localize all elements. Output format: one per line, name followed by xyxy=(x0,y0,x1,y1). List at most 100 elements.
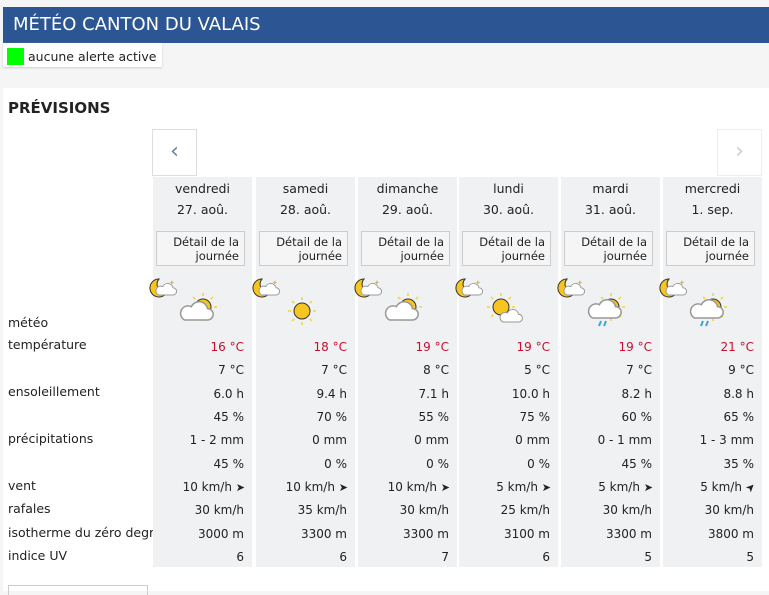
day-detail-button[interactable]: Détail de la journée xyxy=(666,231,755,266)
gusts: 30 km/h xyxy=(399,503,449,517)
uv-index: 5 xyxy=(746,550,754,564)
day-name: dimanche xyxy=(376,181,439,196)
day-detail-button[interactable]: Détail de la journée xyxy=(361,231,450,266)
day-detail-button[interactable]: Détail de la journée xyxy=(156,231,245,266)
day-detail-button[interactable]: Détail de la journée xyxy=(259,231,348,266)
day-name: mardi xyxy=(592,181,629,196)
chevron-right-icon: › xyxy=(735,139,744,164)
temp-min: 7 °C xyxy=(321,363,347,377)
moon-cloud-icon: ✦ xyxy=(455,278,484,298)
wind-speed: 10 km/h xyxy=(285,480,335,494)
label-wind: vent xyxy=(8,478,36,493)
temp-min: 7 °C xyxy=(626,363,652,377)
alert-status[interactable]: aucune alerte active xyxy=(3,43,162,67)
page-header: MÉTÉO CANTON DU VALAIS xyxy=(3,7,769,43)
day-date: 27. aoû. xyxy=(176,202,229,217)
zero-degree-isotherm: 3000 m xyxy=(197,527,244,541)
zero-degree-isotherm: 3300 m xyxy=(402,527,449,541)
precip-amount: 0 mm xyxy=(312,433,347,447)
wind-speed: 10 km/h xyxy=(387,480,437,494)
cloud-sun-icon xyxy=(179,293,217,321)
day-column: mercredi 1. sep. Détail de la journée ✦ … xyxy=(659,177,762,567)
label-temperature: température xyxy=(8,337,87,352)
zero-degree-isotherm: 3300 m xyxy=(300,527,347,541)
label-precip: précipitations xyxy=(8,431,94,446)
temp-max: 18 °C xyxy=(313,340,347,354)
uv-index: 6 xyxy=(339,550,347,564)
day-date: 30. aoû. xyxy=(482,202,535,217)
sun-hours: 8.8 h xyxy=(723,387,754,401)
wind-direction-arrow-icon: ➤ xyxy=(541,481,551,494)
label-zero: isotherme du zéro degré xyxy=(8,525,162,540)
moon-cloud-icon: ✦ xyxy=(557,278,586,298)
sun-percent: 75 % xyxy=(519,410,551,424)
prev-button[interactable]: ‹ xyxy=(152,129,197,176)
precip-percent: 0 % xyxy=(324,457,347,471)
rain-sun-icon xyxy=(689,293,727,327)
wind-direction-arrow-icon: ➤ xyxy=(742,479,759,496)
wind-speed: 5 km/h xyxy=(598,480,640,494)
label-gusts: rafales xyxy=(8,501,51,516)
precip-amount: 0 - 1 mm xyxy=(597,433,652,447)
uv-index: 7 xyxy=(441,550,449,564)
precip-percent: 35 % xyxy=(723,457,755,471)
temp-max: 19 °C xyxy=(415,340,449,354)
sun-hours: 9.4 h xyxy=(316,387,347,401)
sun-hours: 10.0 h xyxy=(511,387,550,401)
sun-icon xyxy=(288,297,316,325)
forecast-title: PRÉVISIONS xyxy=(8,99,111,117)
wind-direction-arrow-icon: ➤ xyxy=(338,481,348,494)
alert-label: aucune alerte active xyxy=(28,49,157,64)
day-column: samedi 28. aoû. Détail de la journée ✦ 1… xyxy=(252,177,355,567)
temp-max: 21 °C xyxy=(720,340,754,354)
temp-min: 5 °C xyxy=(524,363,550,377)
temp-min: 9 °C xyxy=(728,363,754,377)
day-detail-button[interactable]: Détail de la journée xyxy=(564,231,653,266)
svg-text:✦: ✦ xyxy=(475,279,481,287)
gusts: 30 km/h xyxy=(602,503,652,517)
temp-max: 19 °C xyxy=(618,340,652,354)
zero-degree-isotherm: 3300 m xyxy=(605,527,652,541)
wind-direction-arrow-icon: ➤ xyxy=(643,481,653,494)
gusts: 30 km/h xyxy=(194,503,244,517)
svg-text:✦: ✦ xyxy=(374,279,380,287)
uv-index: 5 xyxy=(644,550,652,564)
next-button[interactable]: › xyxy=(717,129,762,176)
wind-direction-arrow-icon: ➤ xyxy=(235,481,245,494)
day-date: 31. aoû. xyxy=(584,202,637,217)
day-name: samedi xyxy=(282,181,329,196)
temp-max: 16 °C xyxy=(210,340,244,354)
day-name: mercredi xyxy=(684,181,741,196)
sun-percent: 70 % xyxy=(316,410,348,424)
zero-degree-isotherm: 3800 m xyxy=(707,527,754,541)
day-column: dimanche 29. aoû. Détail de la journée ✦… xyxy=(354,177,457,567)
wind-speed: 5 km/h xyxy=(700,480,742,494)
sun-percent: 65 % xyxy=(723,410,755,424)
precip-percent: 0 % xyxy=(426,457,449,471)
chevron-left-icon: ‹ xyxy=(170,139,179,164)
day-date: 1. sep. xyxy=(691,202,734,217)
moon-cloud-icon: ✦ xyxy=(149,278,178,298)
gusts: 30 km/h xyxy=(704,503,754,517)
day-column: mardi 31. aoû. Détail de la journée ✦ 19… xyxy=(557,177,660,567)
cloud-sun-icon xyxy=(384,293,422,321)
label-sun: ensoleillement xyxy=(8,384,100,399)
day-column: lundi 30. aoû. Détail de la journée ✦ 19… xyxy=(455,177,558,567)
precip-percent: 45 % xyxy=(621,457,653,471)
sun-percent: 60 % xyxy=(621,410,653,424)
precip-amount: 1 - 2 mm xyxy=(189,433,244,447)
label-meteo: météo xyxy=(8,315,49,330)
sun-percent: 55 % xyxy=(418,410,450,424)
svg-text:✦: ✦ xyxy=(272,279,278,287)
sun-percent: 45 % xyxy=(213,410,245,424)
uv-index: 6 xyxy=(542,550,550,564)
zero-degree-isotherm: 3100 m xyxy=(503,527,550,541)
day-date: 29. aoû. xyxy=(381,202,434,217)
precip-amount: 0 mm xyxy=(515,433,550,447)
wind-speed: 5 km/h xyxy=(496,480,538,494)
day-detail-button[interactable]: Détail de la journée xyxy=(462,231,551,266)
sun-hours: 8.2 h xyxy=(621,387,652,401)
svg-text:✦: ✦ xyxy=(679,279,685,287)
rain-sun-icon xyxy=(587,293,625,327)
wind-speed: 10 km/h xyxy=(182,480,232,494)
